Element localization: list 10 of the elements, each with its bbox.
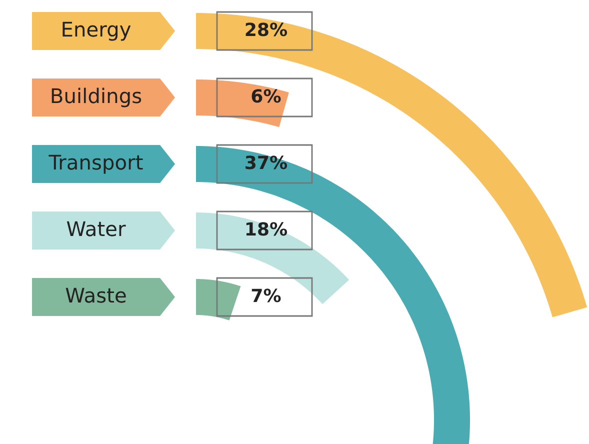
data-label: 18% xyxy=(246,222,288,236)
data-label: 6% xyxy=(252,89,281,103)
category-label: Waste xyxy=(66,288,126,303)
category-label: Buildings xyxy=(52,88,142,108)
data-label: 28% xyxy=(246,22,288,36)
data-label: 37% xyxy=(246,156,288,170)
category-label: Transport xyxy=(48,154,143,174)
category-label: Energy xyxy=(62,22,131,41)
category-label: Water xyxy=(66,221,126,236)
data-label: 7% xyxy=(252,288,281,302)
